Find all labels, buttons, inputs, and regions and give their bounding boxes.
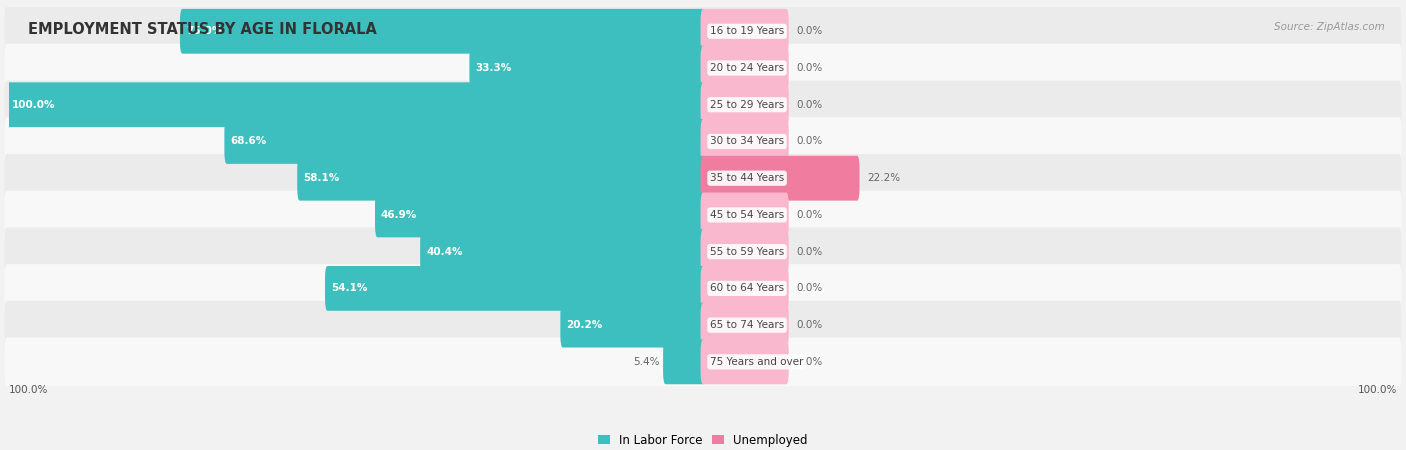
Text: 100.0%: 100.0% <box>13 100 56 110</box>
FancyBboxPatch shape <box>420 229 706 274</box>
Text: 0.0%: 0.0% <box>797 357 823 367</box>
Text: 40.4%: 40.4% <box>426 247 463 256</box>
FancyBboxPatch shape <box>325 266 706 311</box>
FancyBboxPatch shape <box>700 229 789 274</box>
FancyBboxPatch shape <box>4 154 1402 202</box>
Text: 68.6%: 68.6% <box>231 136 267 146</box>
FancyBboxPatch shape <box>375 193 706 237</box>
Text: 60 to 64 Years: 60 to 64 Years <box>710 284 785 293</box>
FancyBboxPatch shape <box>180 9 706 54</box>
FancyBboxPatch shape <box>225 119 706 164</box>
FancyBboxPatch shape <box>4 191 1402 239</box>
FancyBboxPatch shape <box>4 227 1402 276</box>
Text: 5.4%: 5.4% <box>634 357 659 367</box>
FancyBboxPatch shape <box>700 303 789 347</box>
Text: 22.2%: 22.2% <box>868 173 901 183</box>
Text: 20 to 24 Years: 20 to 24 Years <box>710 63 785 73</box>
FancyBboxPatch shape <box>4 301 1402 349</box>
Text: 0.0%: 0.0% <box>797 100 823 110</box>
Text: 100.0%: 100.0% <box>1358 386 1398 396</box>
FancyBboxPatch shape <box>4 117 1402 166</box>
Text: 65 to 74 Years: 65 to 74 Years <box>710 320 785 330</box>
FancyBboxPatch shape <box>7 82 706 127</box>
FancyBboxPatch shape <box>700 339 789 384</box>
FancyBboxPatch shape <box>700 156 859 201</box>
Text: 20.2%: 20.2% <box>567 320 603 330</box>
FancyBboxPatch shape <box>700 119 789 164</box>
Text: 54.1%: 54.1% <box>330 284 367 293</box>
Text: 30 to 34 Years: 30 to 34 Years <box>710 136 785 146</box>
Text: EMPLOYMENT STATUS BY AGE IN FLORALA: EMPLOYMENT STATUS BY AGE IN FLORALA <box>28 22 377 37</box>
Text: 0.0%: 0.0% <box>797 136 823 146</box>
Text: 0.0%: 0.0% <box>797 26 823 36</box>
FancyBboxPatch shape <box>700 45 789 90</box>
FancyBboxPatch shape <box>4 7 1402 55</box>
Text: 0.0%: 0.0% <box>797 210 823 220</box>
Text: 16 to 19 Years: 16 to 19 Years <box>710 26 785 36</box>
FancyBboxPatch shape <box>297 156 706 201</box>
Text: 35 to 44 Years: 35 to 44 Years <box>710 173 785 183</box>
Text: 75.0%: 75.0% <box>186 26 222 36</box>
FancyBboxPatch shape <box>561 303 706 347</box>
Text: 0.0%: 0.0% <box>797 320 823 330</box>
FancyBboxPatch shape <box>4 338 1402 386</box>
FancyBboxPatch shape <box>700 266 789 311</box>
FancyBboxPatch shape <box>4 81 1402 129</box>
Text: 45 to 54 Years: 45 to 54 Years <box>710 210 785 220</box>
FancyBboxPatch shape <box>664 339 706 384</box>
Text: 58.1%: 58.1% <box>304 173 339 183</box>
Legend: In Labor Force, Unemployed: In Labor Force, Unemployed <box>593 429 813 450</box>
Text: 75 Years and over: 75 Years and over <box>710 357 803 367</box>
FancyBboxPatch shape <box>700 82 789 127</box>
FancyBboxPatch shape <box>4 44 1402 92</box>
FancyBboxPatch shape <box>700 193 789 237</box>
Text: Source: ZipAtlas.com: Source: ZipAtlas.com <box>1274 22 1385 32</box>
Text: 100.0%: 100.0% <box>8 386 48 396</box>
Text: 33.3%: 33.3% <box>475 63 512 73</box>
Text: 0.0%: 0.0% <box>797 284 823 293</box>
FancyBboxPatch shape <box>4 264 1402 313</box>
Text: 25 to 29 Years: 25 to 29 Years <box>710 100 785 110</box>
Text: 55 to 59 Years: 55 to 59 Years <box>710 247 785 256</box>
Text: 0.0%: 0.0% <box>797 247 823 256</box>
Text: 46.9%: 46.9% <box>381 210 418 220</box>
Text: 0.0%: 0.0% <box>797 63 823 73</box>
FancyBboxPatch shape <box>470 45 706 90</box>
FancyBboxPatch shape <box>700 9 789 54</box>
